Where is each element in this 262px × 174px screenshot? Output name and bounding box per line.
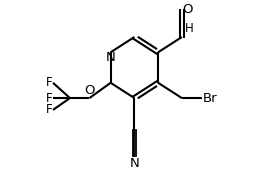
Text: F: F — [46, 92, 52, 105]
Text: F: F — [46, 103, 52, 116]
Text: Br: Br — [203, 92, 218, 105]
Text: N: N — [129, 157, 139, 170]
Text: F: F — [46, 76, 52, 89]
Text: O: O — [183, 3, 193, 16]
Text: N: N — [106, 52, 116, 64]
Text: O: O — [84, 84, 95, 97]
Text: H: H — [184, 22, 193, 35]
